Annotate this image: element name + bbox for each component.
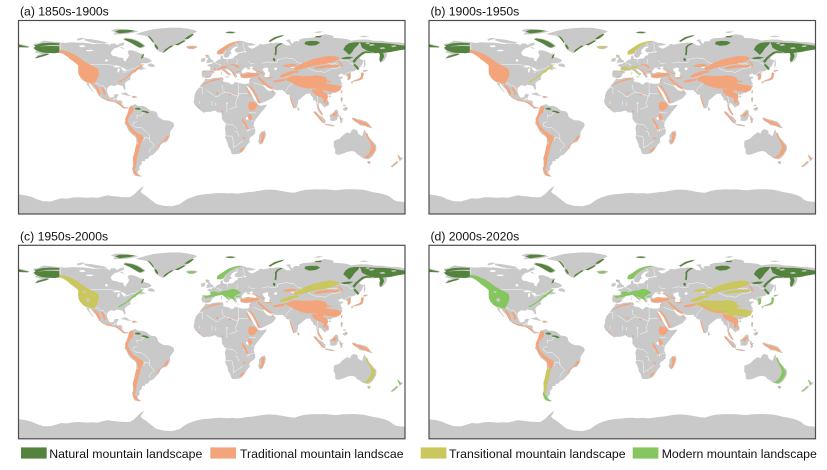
svg-text:Transitional mountain landscap: Transitional mountain landscape [449, 447, 626, 461]
svg-text:(a) 1850s-1900s: (a) 1850s-1900s [20, 5, 109, 19]
svg-text:Traditional mountain landscae: Traditional mountain landscae [240, 447, 404, 461]
svg-text:Natural mountain landscape: Natural mountain landscape [49, 447, 202, 461]
svg-text:(b) 1900s-1950s: (b) 1900s-1950s [431, 5, 520, 19]
svg-text:(d) 2000s-2020s: (d) 2000s-2020s [431, 229, 520, 243]
svg-text:Modern mountain landscape: Modern mountain landscape [662, 447, 817, 461]
svg-text:(c) 1950s-2000s: (c) 1950s-2000s [20, 229, 108, 243]
